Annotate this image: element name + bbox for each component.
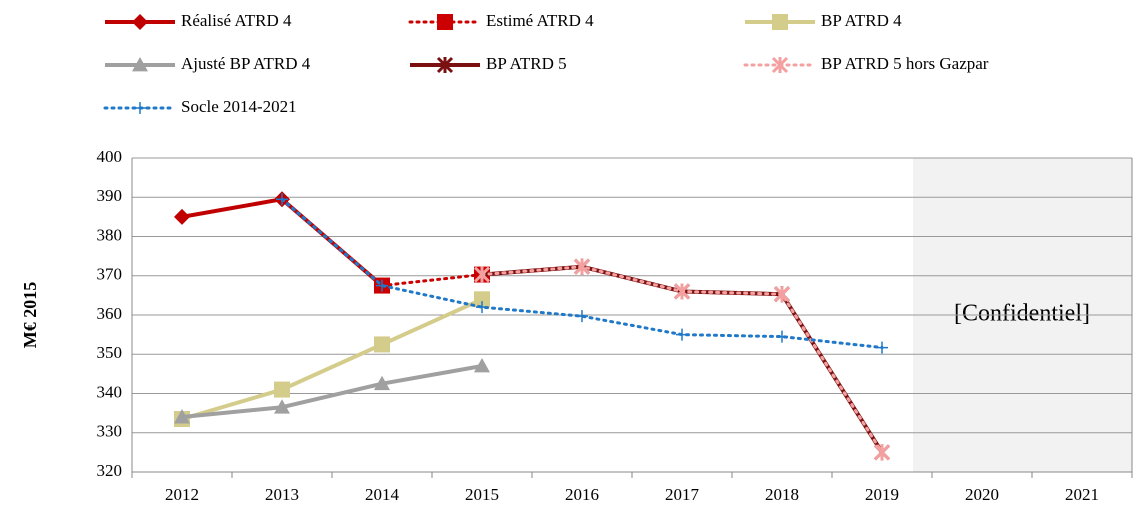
legend-label: Ajusté BP ATRD 4 [181,54,311,73]
point [673,283,691,300]
legend-marker [771,56,789,74]
legend-marker [132,14,148,30]
point [876,341,888,354]
legend-label: BP ATRD 5 [486,54,567,73]
point [773,286,791,303]
y-tick-label: 340 [97,382,123,401]
annotation: [Confidentiel] [954,301,1090,327]
x-tick-label: 2017 [665,485,700,504]
point [576,310,588,323]
point [276,193,288,206]
series-line [380,273,484,288]
y-tick-label: 380 [97,225,123,244]
legend-marker [772,14,788,30]
point [776,330,788,343]
point [474,358,490,373]
point [274,381,290,398]
x-tick-label: 2013 [265,485,299,504]
legend-marker [436,56,454,74]
point [573,258,591,275]
legend-marker [437,14,453,30]
legend-marker [134,102,146,114]
y-tick-label: 330 [97,422,123,441]
legend-label: BP ATRD 4 [821,11,902,30]
y-tick-label: 360 [97,304,123,323]
legend-label: Estimé ATRD 4 [486,11,594,30]
legend-label: Réalisé ATRD 4 [181,11,292,30]
legend-label: BP ATRD 5 hors Gazpar [821,54,989,73]
point [873,444,891,461]
x-tick-label: 2018 [765,485,799,504]
y-axis-label: M€ 2015 [20,282,40,349]
point [174,208,190,225]
point [376,279,388,292]
series-line [181,364,483,420]
y-tick-label: 350 [97,343,123,362]
y-tick-label: 400 [97,147,123,166]
x-tick-label: 2016 [565,485,599,504]
legend-label: Socle 2014-2021 [181,97,297,116]
point [174,409,190,424]
point [474,291,490,308]
legend-marker [132,57,148,72]
series-line [181,197,384,288]
x-tick-label: 2015 [465,485,499,504]
point [374,336,390,353]
point [374,375,390,391]
x-tick-label: 2020 [965,485,999,504]
y-tick-label: 370 [97,265,123,284]
y-tick-label: 320 [97,461,123,480]
series-line [181,297,483,421]
x-tick-label: 2012 [165,485,199,504]
point [676,328,688,341]
x-tick-label: 2014 [365,485,400,504]
x-tick-label: 2019 [865,485,899,504]
point [473,266,491,283]
point [476,301,488,314]
y-tick-label: 390 [97,186,123,205]
x-tick-label: 2021 [1065,485,1099,504]
point [274,399,290,414]
